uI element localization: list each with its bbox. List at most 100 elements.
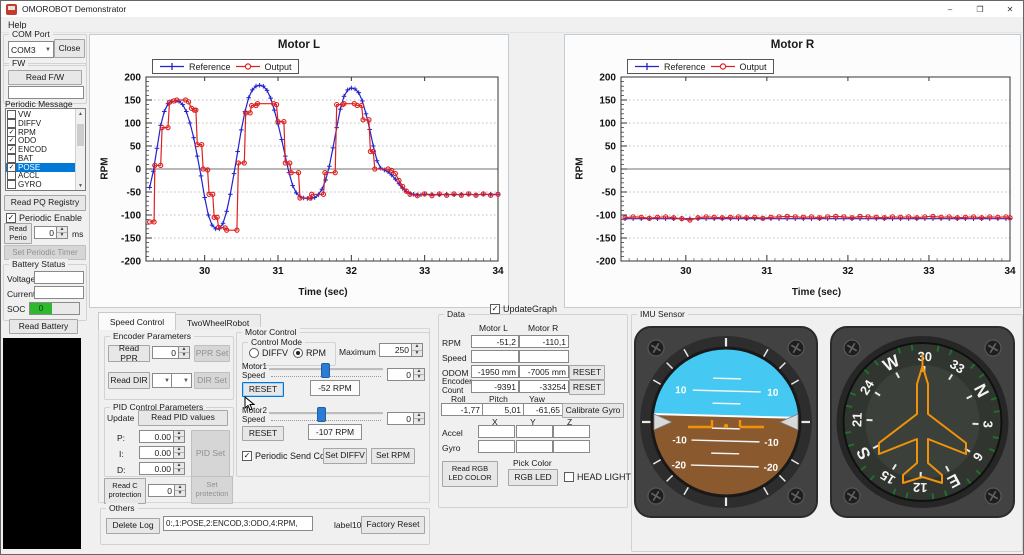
dir-select-2[interactable]: ▼ bbox=[171, 373, 192, 388]
periodic-item-gyro[interactable]: GYRO bbox=[6, 180, 75, 190]
motor2-reset-button[interactable]: RESET bbox=[242, 426, 284, 441]
d-value[interactable]: 0.00 bbox=[139, 462, 173, 475]
p-spinner[interactable]: 0.00 ▲ ▼ bbox=[139, 430, 185, 443]
motor1-slider-thumb[interactable] bbox=[321, 363, 331, 378]
read-period-value[interactable]: 0 bbox=[34, 226, 56, 239]
periodic-item-diffv[interactable]: DIFFV bbox=[6, 118, 75, 128]
com-close-button[interactable]: Close bbox=[54, 39, 85, 58]
periodic-enable-checkbox[interactable]: ✓ Periodic Enable bbox=[6, 213, 82, 223]
spin-up-icon[interactable]: ▲ bbox=[181, 346, 187, 352]
rpm-radio[interactable]: RPM bbox=[293, 348, 326, 358]
encoder-r-field[interactable]: -33254 bbox=[519, 380, 569, 393]
read-period-spinner[interactable]: 0 ▲ ▼ bbox=[34, 226, 68, 239]
motor2-spin-value[interactable]: 0 bbox=[387, 412, 413, 425]
set-periodic-timer-button[interactable]: Set Periodic Timer bbox=[4, 245, 86, 260]
odom-l-field[interactable]: -1950 mm bbox=[471, 365, 519, 378]
periodic-item-encod[interactable]: ✓ ENCOD bbox=[6, 145, 75, 155]
spin-up-icon[interactable]: ▲ bbox=[59, 226, 65, 232]
spin-up-icon[interactable]: ▲ bbox=[416, 412, 422, 418]
protection-spinner[interactable]: 0 ▲ ▼ bbox=[148, 484, 186, 497]
spin-up-icon[interactable]: ▲ bbox=[416, 368, 422, 374]
spin-up-icon[interactable]: ▲ bbox=[177, 484, 183, 490]
speed-r-field[interactable] bbox=[519, 350, 569, 363]
checkbox-icon[interactable]: ✓ bbox=[7, 136, 16, 146]
checkbox-icon[interactable]: ✓ bbox=[7, 145, 16, 155]
set-protection-button[interactable]: Set protection bbox=[191, 476, 233, 504]
radio-icon[interactable] bbox=[249, 348, 259, 358]
scroll-up-icon[interactable]: ▲ bbox=[76, 109, 85, 118]
spin-down-icon[interactable]: ▼ bbox=[179, 352, 189, 358]
checkbox-icon[interactable]: ✓ bbox=[7, 127, 16, 137]
spin-down-icon[interactable]: ▼ bbox=[175, 490, 185, 496]
dir-select-1[interactable]: ▼ bbox=[152, 373, 173, 388]
checkbox-icon[interactable] bbox=[7, 153, 16, 163]
motor2-speed-slider[interactable] bbox=[269, 407, 383, 423]
gyro-x-field[interactable] bbox=[478, 440, 515, 453]
maximize-button[interactable]: ❐ bbox=[976, 4, 984, 14]
spin-up-icon[interactable]: ▲ bbox=[176, 462, 182, 468]
d-spinner[interactable]: 0.00 ▲ ▼ bbox=[139, 462, 185, 475]
roll-field[interactable]: -1,77 bbox=[441, 403, 483, 416]
gyro-z-field[interactable] bbox=[553, 440, 590, 453]
voltage-field[interactable] bbox=[34, 271, 84, 284]
rpm-r-field[interactable]: -110,1 bbox=[519, 335, 569, 348]
factory-reset-button[interactable]: Factory Reset bbox=[361, 516, 425, 534]
diffv-radio[interactable]: DIFFV bbox=[249, 348, 288, 358]
accel-z-field[interactable] bbox=[553, 425, 590, 438]
read-pq-registry-button[interactable]: Read PQ Registry bbox=[4, 195, 86, 211]
spin-down-icon[interactable]: ▼ bbox=[57, 232, 67, 238]
accel-y-field[interactable] bbox=[516, 425, 553, 438]
motor1-spinner[interactable]: 0 ▲ ▼ bbox=[387, 368, 425, 381]
pitch-field[interactable]: 5,01 bbox=[482, 403, 524, 416]
motor1-reset-button[interactable]: RESET bbox=[242, 382, 284, 397]
periodic-item-odo[interactable]: ✓ ODO bbox=[6, 136, 75, 146]
read-ppr-button[interactable]: Read PPR bbox=[108, 343, 150, 362]
checkbox-icon[interactable]: ✓ bbox=[7, 162, 16, 172]
spin-down-icon[interactable]: ▼ bbox=[174, 436, 184, 442]
motor1-speed-slider[interactable] bbox=[269, 363, 383, 379]
i-value[interactable]: 0.00 bbox=[139, 446, 173, 459]
set-rpm-button[interactable]: Set RPM bbox=[371, 448, 415, 464]
encoder-reset-button[interactable]: RESET bbox=[569, 380, 605, 395]
spin-down-icon[interactable]: ▼ bbox=[414, 374, 424, 380]
read-fw-button[interactable]: Read F/W bbox=[8, 70, 82, 85]
motor2-spinner[interactable]: 0 ▲ ▼ bbox=[387, 412, 425, 425]
periodic-item-pose[interactable]: ✓ POSE bbox=[6, 162, 75, 172]
spin-down-icon[interactable]: ▼ bbox=[174, 452, 184, 458]
checkbox-icon[interactable] bbox=[7, 118, 16, 128]
checkbox-icon[interactable]: ✓ bbox=[6, 213, 16, 223]
head-light-checkbox[interactable]: HEAD LIGHT bbox=[564, 472, 631, 482]
close-window-button[interactable]: ✕ bbox=[1006, 4, 1014, 14]
rgb-led-button[interactable]: RGB LED bbox=[508, 469, 558, 486]
fw-version-field[interactable] bbox=[8, 86, 84, 99]
listbox-scrollbar[interactable]: ▲ ▼ bbox=[75, 109, 85, 190]
spin-down-icon[interactable]: ▼ bbox=[414, 418, 424, 424]
spin-down-icon[interactable]: ▼ bbox=[174, 468, 184, 474]
odom-reset-button[interactable]: RESET bbox=[569, 365, 605, 380]
protection-value[interactable]: 0 bbox=[148, 484, 174, 497]
periodic-item-accl[interactable]: ACCL bbox=[6, 171, 75, 181]
checkbox-icon[interactable] bbox=[564, 472, 574, 482]
delete-log-button[interactable]: Delete Log bbox=[106, 518, 160, 534]
periodic-item-rpm[interactable]: ✓ RPM bbox=[6, 127, 75, 137]
spin-down-icon[interactable]: ▼ bbox=[412, 349, 422, 357]
radio-selected-icon[interactable] bbox=[293, 348, 303, 358]
calibrate-gyro-button[interactable]: Calibrate Gyro bbox=[562, 403, 624, 418]
slider-track[interactable] bbox=[269, 412, 383, 415]
accel-x-field[interactable] bbox=[478, 425, 515, 438]
checkbox-icon[interactable] bbox=[7, 171, 16, 181]
motor2-slider-thumb[interactable] bbox=[316, 407, 326, 422]
tab-speed-control[interactable]: Speed Control bbox=[98, 312, 176, 330]
menu-help[interactable]: Help bbox=[8, 19, 27, 30]
yaw-field[interactable]: -61,65 bbox=[523, 403, 563, 416]
motor1-spin-value[interactable]: 0 bbox=[387, 368, 413, 381]
i-spinner[interactable]: 0.00 ▲ ▼ bbox=[139, 446, 185, 459]
read-dir-button[interactable]: Read DIR bbox=[108, 372, 150, 389]
spin-up-icon[interactable]: ▲ bbox=[414, 343, 420, 350]
checkbox-icon[interactable]: ✓ bbox=[490, 304, 500, 314]
maximum-value[interactable]: 250 bbox=[379, 343, 411, 357]
ppr-set-button[interactable]: PPR Set bbox=[194, 345, 230, 362]
maximum-spinner[interactable]: 250 ▲ ▼ bbox=[379, 343, 423, 357]
speed-l-field[interactable] bbox=[471, 350, 519, 363]
periodic-send-checkbox[interactable]: ✓ Periodic Send Control bbox=[242, 451, 343, 461]
